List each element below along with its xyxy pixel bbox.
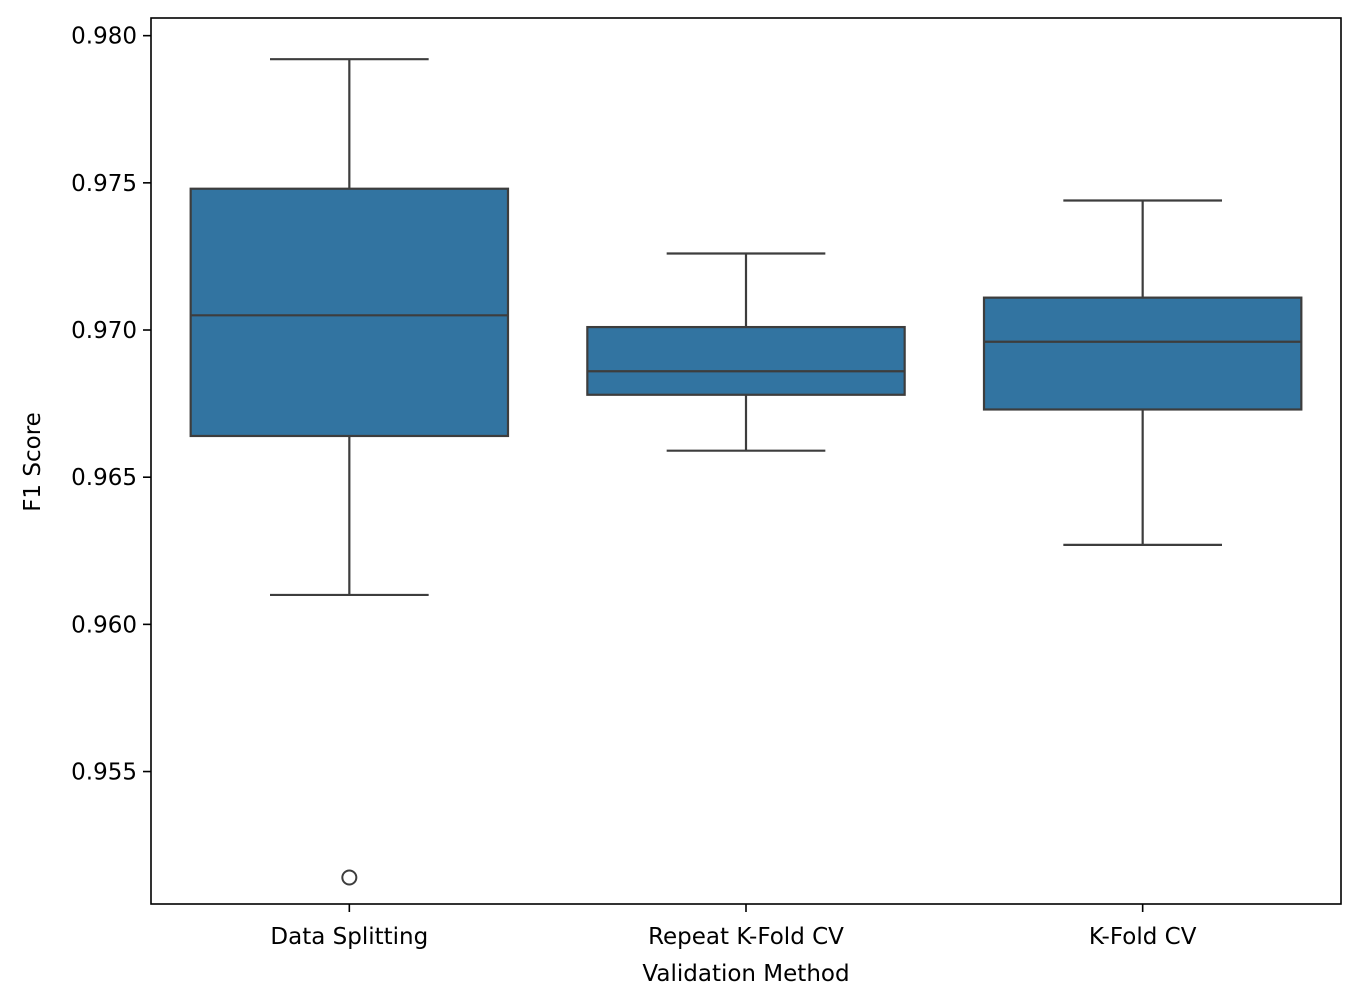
outlier-point bbox=[341, 869, 358, 886]
box-group bbox=[982, 199, 1303, 546]
y-axis-label: F1 Score bbox=[20, 412, 46, 512]
y-tick-label: 0.970 bbox=[71, 318, 137, 344]
x-tick-label: Repeat K-Fold CV bbox=[648, 924, 844, 950]
y-tick-label: 0.955 bbox=[71, 760, 137, 786]
y-axis: 0.955 0.960 0.965 0.970 0.975 0.980 bbox=[71, 24, 151, 786]
y-tick-label: 0.965 bbox=[71, 465, 137, 491]
x-tick-label: Data Splitting bbox=[270, 924, 428, 950]
x-axis: Data Splitting Repeat K-Fold CV K-Fold CV bbox=[270, 904, 1197, 950]
plot-area-marks bbox=[189, 58, 1303, 886]
box-group bbox=[586, 252, 906, 452]
box-iqr bbox=[982, 296, 1303, 411]
box-iqr bbox=[189, 187, 510, 438]
plot-frame bbox=[150, 17, 1342, 905]
x-axis-label: Validation Method bbox=[642, 961, 849, 987]
box-iqr bbox=[586, 325, 906, 396]
y-tick-label: 0.975 bbox=[71, 171, 137, 197]
y-tick-label: 0.960 bbox=[71, 612, 137, 638]
box-group bbox=[189, 58, 510, 886]
x-tick-label: K-Fold CV bbox=[1089, 924, 1197, 950]
y-tick-label: 0.980 bbox=[71, 24, 137, 50]
